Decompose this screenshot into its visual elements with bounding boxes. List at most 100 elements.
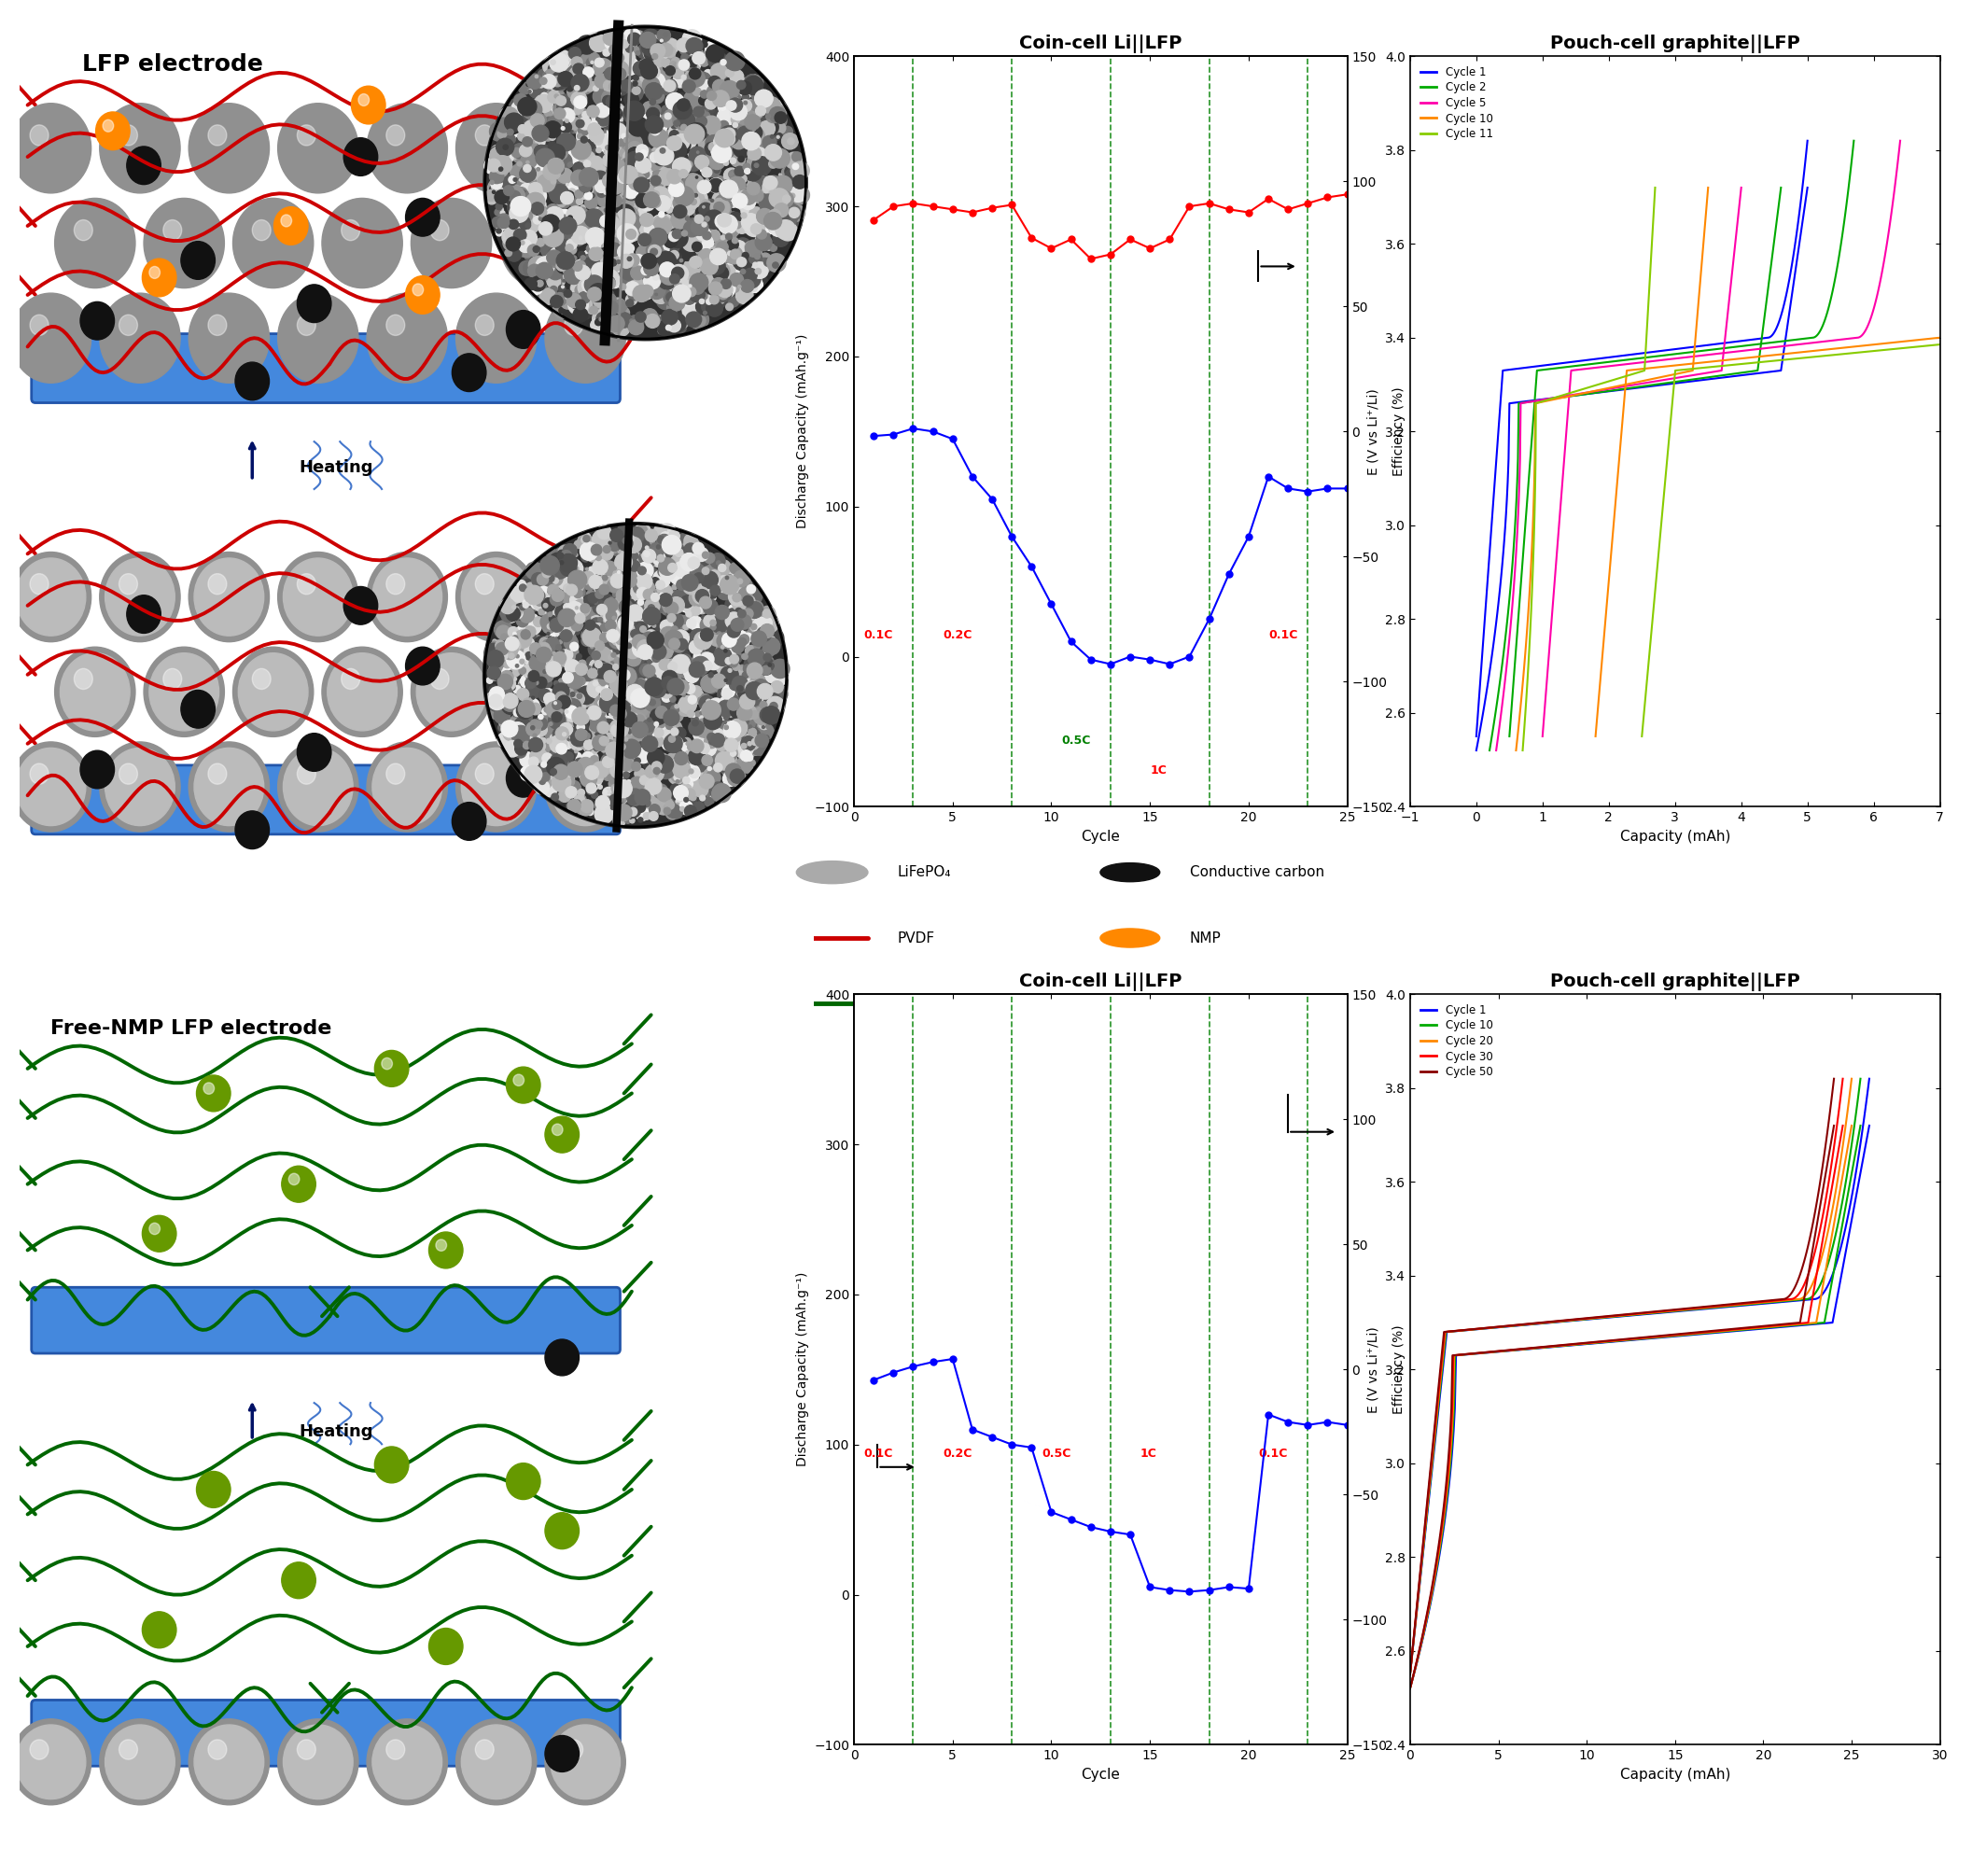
Circle shape xyxy=(645,161,649,165)
Circle shape xyxy=(669,251,679,259)
Circle shape xyxy=(568,229,586,246)
Circle shape xyxy=(612,717,616,722)
Circle shape xyxy=(765,173,767,176)
Circle shape xyxy=(614,769,626,782)
Circle shape xyxy=(701,771,711,780)
Circle shape xyxy=(506,129,514,135)
Circle shape xyxy=(572,598,590,617)
Circle shape xyxy=(729,563,741,574)
Circle shape xyxy=(520,604,524,610)
Circle shape xyxy=(675,548,683,557)
Circle shape xyxy=(711,574,715,578)
Circle shape xyxy=(655,705,667,719)
Circle shape xyxy=(767,109,780,122)
Circle shape xyxy=(643,191,659,208)
Circle shape xyxy=(534,749,546,762)
Circle shape xyxy=(614,107,628,120)
Circle shape xyxy=(556,734,560,737)
Circle shape xyxy=(604,670,616,683)
Circle shape xyxy=(385,126,405,146)
Circle shape xyxy=(580,767,590,779)
Circle shape xyxy=(749,206,763,221)
Circle shape xyxy=(566,673,582,688)
Circle shape xyxy=(643,261,659,276)
Circle shape xyxy=(729,574,731,578)
Circle shape xyxy=(777,191,794,208)
Circle shape xyxy=(546,88,564,107)
Circle shape xyxy=(498,668,516,687)
Circle shape xyxy=(500,161,502,163)
Circle shape xyxy=(504,636,518,651)
Circle shape xyxy=(614,535,618,537)
Circle shape xyxy=(707,700,711,704)
Circle shape xyxy=(516,238,526,248)
Circle shape xyxy=(630,546,649,565)
Circle shape xyxy=(528,173,546,189)
Circle shape xyxy=(657,321,673,336)
Circle shape xyxy=(735,90,741,94)
Circle shape xyxy=(721,713,739,732)
Circle shape xyxy=(759,720,769,730)
Circle shape xyxy=(512,606,516,610)
Circle shape xyxy=(612,298,626,311)
Circle shape xyxy=(727,302,733,308)
Circle shape xyxy=(693,653,701,660)
Circle shape xyxy=(645,535,655,544)
Circle shape xyxy=(566,559,580,574)
Circle shape xyxy=(657,638,673,653)
Circle shape xyxy=(568,715,576,722)
Circle shape xyxy=(727,713,731,717)
Circle shape xyxy=(667,141,687,159)
Circle shape xyxy=(683,236,687,238)
Circle shape xyxy=(717,92,735,111)
Circle shape xyxy=(759,263,767,270)
Circle shape xyxy=(586,621,596,630)
Circle shape xyxy=(590,752,598,762)
Circle shape xyxy=(554,51,572,69)
Circle shape xyxy=(630,567,649,585)
Circle shape xyxy=(780,114,784,116)
Circle shape xyxy=(491,186,496,191)
Circle shape xyxy=(600,191,604,193)
Circle shape xyxy=(600,311,608,319)
Circle shape xyxy=(628,116,647,137)
Circle shape xyxy=(735,287,741,293)
Circle shape xyxy=(570,287,586,302)
Circle shape xyxy=(149,204,218,281)
Circle shape xyxy=(624,705,639,722)
Circle shape xyxy=(578,801,592,816)
Circle shape xyxy=(671,655,689,673)
Circle shape xyxy=(757,101,773,116)
Circle shape xyxy=(655,795,673,814)
Circle shape xyxy=(765,666,767,670)
Circle shape xyxy=(667,98,681,111)
Circle shape xyxy=(512,163,528,178)
X-axis label: Cycle: Cycle xyxy=(1080,829,1120,844)
Circle shape xyxy=(540,131,558,150)
Circle shape xyxy=(691,191,707,206)
Circle shape xyxy=(504,148,518,161)
Circle shape xyxy=(709,152,717,159)
Circle shape xyxy=(510,99,530,118)
Circle shape xyxy=(655,133,663,141)
Circle shape xyxy=(534,216,542,223)
Circle shape xyxy=(596,687,602,692)
Circle shape xyxy=(608,306,622,321)
Circle shape xyxy=(582,574,598,591)
Circle shape xyxy=(576,73,592,88)
Circle shape xyxy=(558,550,566,557)
Circle shape xyxy=(717,632,721,638)
Circle shape xyxy=(657,28,671,41)
Circle shape xyxy=(610,120,628,139)
Circle shape xyxy=(554,764,568,780)
Circle shape xyxy=(590,64,606,79)
Circle shape xyxy=(610,144,620,152)
Circle shape xyxy=(586,251,594,257)
Circle shape xyxy=(540,128,554,141)
Circle shape xyxy=(703,154,721,171)
Circle shape xyxy=(727,647,739,658)
Circle shape xyxy=(693,253,711,270)
Circle shape xyxy=(552,786,570,803)
Circle shape xyxy=(649,169,653,173)
Circle shape xyxy=(624,666,626,668)
